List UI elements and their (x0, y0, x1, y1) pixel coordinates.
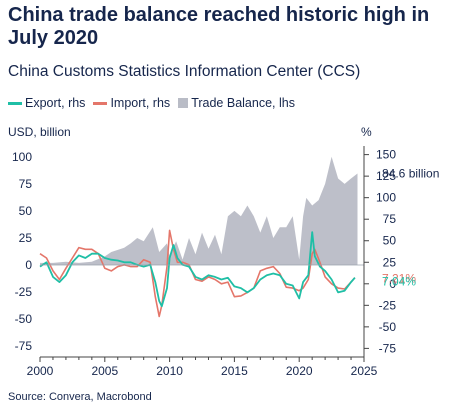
left-tick-label: 75 (19, 177, 33, 191)
series-line-export (39, 231, 356, 308)
right-tick-label: 125 (376, 169, 396, 183)
left-tick-label: -25 (15, 285, 33, 299)
x-tick-label: 2020 (286, 364, 313, 378)
x-tick-label: 2015 (221, 364, 248, 378)
right-tick-label: 75 (383, 212, 397, 226)
right-tick-label: -50 (379, 320, 397, 334)
legend-item-balance: Trade Balance, lhs (178, 96, 295, 110)
x-tick-label: 2025 (351, 364, 378, 378)
right-tick-label: -75 (379, 341, 397, 355)
x-tick-label: 2010 (156, 364, 183, 378)
legend-label-export: Export, rhs (25, 96, 86, 110)
series-lines-group (39, 229, 356, 318)
right-tick-label: 0 (389, 277, 396, 291)
balance-area-group (40, 156, 358, 265)
series-area-balance (40, 156, 358, 265)
legend-swatch-export (8, 101, 22, 105)
annotation-label-import: 7.21% (382, 272, 416, 286)
right-tick-label: 100 (376, 191, 396, 205)
legend-item-export: Export, rhs (8, 96, 85, 110)
chart-source: Source: Convera, Macrobond (8, 391, 152, 403)
left-tick-label: 25 (19, 231, 33, 245)
legend-label-import: Import, rhs (110, 96, 171, 110)
right-tick-label: 25 (383, 255, 397, 269)
chart-legend: Export, rhs Import, rhs Trade Balance, l… (8, 96, 303, 110)
annotation-label-balance: 84.6 billion (382, 166, 439, 180)
legend-swatch-balance (178, 98, 189, 108)
chart-title: China trade balance reached historic hig… (8, 4, 430, 49)
right-tick-label: 150 (376, 148, 396, 162)
annotation-label-export: 7.04% (382, 275, 416, 289)
right-axis-label: % (361, 125, 372, 139)
left-tick-label: 50 (19, 204, 33, 218)
left-tick-label: 100 (12, 150, 32, 164)
left-axis-label: USD, billion (8, 125, 71, 139)
chart-subtitle: China Customs Statistics Information Cen… (8, 63, 361, 80)
legend-swatch-import (93, 101, 108, 105)
left-tick-label: -75 (15, 339, 33, 353)
x-tick-label: 2005 (91, 364, 118, 378)
right-tick-label: 50 (383, 234, 397, 248)
left-tick-label: -50 (15, 312, 33, 326)
x-tick-label: 2000 (27, 364, 54, 378)
right-tick-label: -25 (379, 298, 397, 312)
legend-label-balance: Trade Balance, lhs (191, 96, 295, 110)
axes-group: 100 75 50 25 0 -25 -50 -75 150 125 100 75 50 25 0 -25 -5… (12, 146, 396, 378)
legend-item-import: Import, rhs (93, 96, 170, 110)
annotations-group: 84.6 billion 7.21%7.04% (382, 166, 439, 288)
left-tick-label: 0 (25, 258, 32, 272)
